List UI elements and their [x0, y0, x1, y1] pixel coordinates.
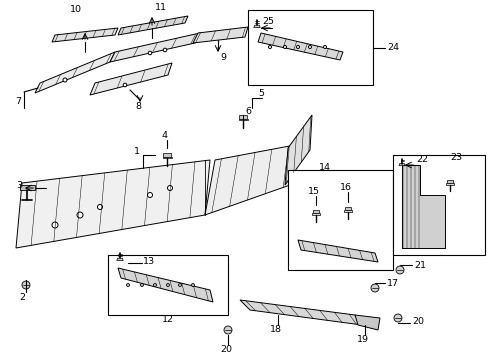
Circle shape [77, 212, 83, 218]
Text: 6: 6 [244, 108, 250, 117]
Polygon shape [118, 268, 213, 302]
Text: 8: 8 [135, 103, 141, 112]
Polygon shape [20, 185, 35, 190]
Polygon shape [238, 118, 247, 120]
Circle shape [393, 314, 401, 322]
Polygon shape [354, 315, 379, 330]
Text: 24: 24 [386, 44, 398, 53]
Circle shape [268, 45, 271, 49]
Text: 12: 12 [162, 315, 174, 324]
Circle shape [123, 83, 126, 87]
Text: 10: 10 [70, 5, 82, 14]
Text: 11: 11 [155, 4, 167, 13]
Polygon shape [344, 207, 351, 210]
Polygon shape [204, 145, 294, 215]
Circle shape [52, 222, 58, 228]
Polygon shape [297, 240, 377, 262]
Text: 23: 23 [449, 153, 461, 162]
Circle shape [141, 284, 143, 287]
Circle shape [147, 193, 152, 198]
Circle shape [153, 284, 156, 287]
Text: 1: 1 [134, 148, 140, 157]
Circle shape [178, 284, 181, 287]
Bar [247, 10, 372, 85]
Text: 16: 16 [339, 184, 351, 193]
Text: 20: 20 [220, 346, 231, 355]
Circle shape [63, 78, 67, 82]
Text: 2: 2 [19, 293, 25, 302]
Text: 18: 18 [269, 325, 282, 334]
Circle shape [370, 284, 378, 292]
Polygon shape [35, 52, 115, 93]
Polygon shape [343, 210, 351, 212]
Polygon shape [401, 165, 444, 248]
Text: 20: 20 [411, 318, 423, 327]
Polygon shape [117, 258, 123, 261]
Text: 7: 7 [15, 98, 21, 107]
Circle shape [308, 45, 311, 49]
Circle shape [22, 281, 30, 289]
Bar [287, 170, 392, 270]
Text: 3: 3 [16, 181, 22, 190]
Circle shape [163, 48, 166, 52]
Text: 9: 9 [220, 53, 225, 62]
Circle shape [166, 284, 169, 287]
Polygon shape [110, 33, 200, 62]
Polygon shape [239, 115, 246, 118]
Polygon shape [312, 210, 319, 213]
Bar [392, 155, 484, 255]
Polygon shape [285, 115, 311, 185]
Polygon shape [193, 27, 247, 43]
Polygon shape [118, 16, 187, 35]
Text: 13: 13 [142, 257, 155, 266]
Bar [108, 255, 227, 315]
Polygon shape [446, 180, 452, 183]
Text: 17: 17 [386, 279, 398, 288]
Circle shape [148, 51, 151, 55]
Circle shape [167, 185, 172, 190]
Circle shape [97, 204, 102, 210]
Circle shape [224, 326, 231, 334]
Polygon shape [258, 33, 342, 60]
Polygon shape [446, 183, 453, 184]
Text: 22: 22 [415, 156, 427, 165]
Circle shape [283, 45, 286, 49]
Polygon shape [162, 157, 171, 158]
Text: 21: 21 [413, 261, 425, 270]
Text: 19: 19 [356, 336, 368, 345]
Circle shape [323, 45, 326, 49]
Polygon shape [52, 28, 118, 42]
Polygon shape [253, 25, 260, 28]
Polygon shape [90, 63, 172, 95]
Circle shape [395, 266, 403, 274]
Text: 4: 4 [162, 131, 168, 140]
Polygon shape [16, 160, 209, 248]
Polygon shape [163, 153, 170, 157]
Circle shape [191, 284, 194, 287]
Text: 5: 5 [258, 90, 264, 99]
Polygon shape [398, 163, 404, 166]
Text: 14: 14 [318, 163, 330, 172]
Circle shape [296, 45, 299, 49]
Text: 15: 15 [307, 188, 319, 197]
Text: 25: 25 [262, 18, 273, 27]
Circle shape [126, 284, 129, 287]
Polygon shape [311, 213, 320, 215]
Polygon shape [240, 300, 361, 325]
